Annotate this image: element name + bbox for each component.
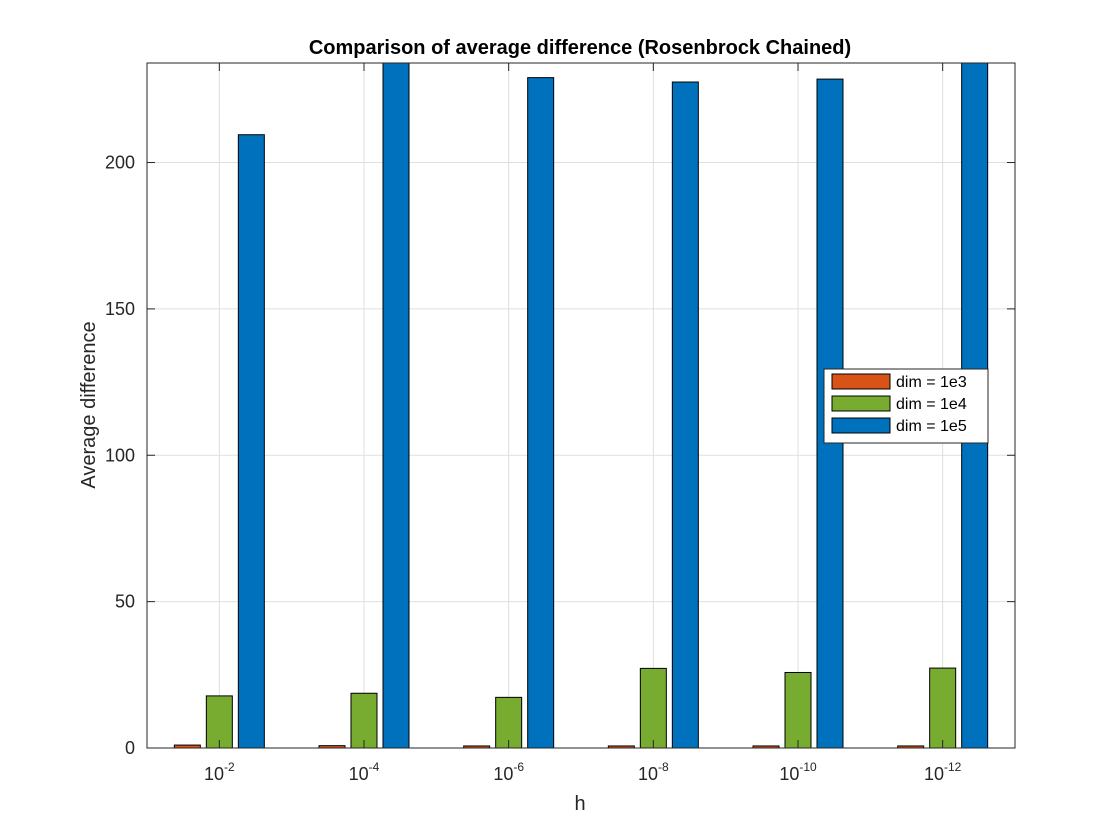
bar-dim-1e4 xyxy=(350,692,378,749)
x-tick-base: 10 xyxy=(779,764,799,784)
x-axis-label: h xyxy=(574,793,585,815)
y-tick-label: 200 xyxy=(105,153,135,173)
legend: dim = 1e3 dim = 1e4 dim = 1e5 xyxy=(823,368,989,444)
x-tick-base: 10 xyxy=(924,764,944,784)
axes-box xyxy=(146,62,1016,749)
bar-dim-1e4 xyxy=(929,667,957,749)
x-tick-label: 10-8 xyxy=(638,760,669,784)
legend-entry: dim = 1e3 xyxy=(896,374,967,391)
legend-entry: dim = 1e5 xyxy=(896,418,967,435)
x-tick-exponent: -10 xyxy=(799,760,817,774)
bar-dim-1e4 xyxy=(639,667,667,749)
bar-dim-1e4 xyxy=(495,696,523,749)
y-tick-label: 0 xyxy=(125,738,135,758)
x-tick-exponent: -8 xyxy=(658,760,669,774)
bar-dim-1e5 xyxy=(671,81,699,749)
x-tick-base: 10 xyxy=(204,764,224,784)
bars xyxy=(173,62,989,749)
bar-dim-1e5 xyxy=(382,62,410,749)
x-tick-base: 10 xyxy=(638,764,658,784)
x-tick-exponent: -2 xyxy=(224,760,235,774)
x-tick-base: 10 xyxy=(349,764,369,784)
chart-title: Comparison of average difference (Rosenb… xyxy=(309,37,851,59)
y-tick-label: 100 xyxy=(105,445,135,465)
x-tick-exponent: -4 xyxy=(369,760,380,774)
legend-swatch xyxy=(831,373,891,390)
x-tick-label: 10-4 xyxy=(349,760,380,784)
legend-swatch xyxy=(831,417,891,434)
bar-dim-1e5 xyxy=(527,77,555,749)
x-tick-label: 10-10 xyxy=(779,760,817,784)
x-tick-label: 10-6 xyxy=(493,760,524,784)
y-tick-label: 150 xyxy=(105,299,135,319)
legend-swatch xyxy=(831,395,891,412)
y-tick-label: 50 xyxy=(115,592,135,612)
x-tick-exponent: -12 xyxy=(944,760,962,774)
y-axis-label: Average difference xyxy=(78,321,100,488)
bar-dim-1e5 xyxy=(237,134,265,749)
legend-entry: dim = 1e4 xyxy=(896,396,967,413)
x-tick-label: 10-2 xyxy=(204,760,235,784)
x-tick-base: 10 xyxy=(493,764,513,784)
x-tick-label: 10-12 xyxy=(924,760,962,784)
x-tick-exponent: -6 xyxy=(513,760,524,774)
bar-dim-1e4 xyxy=(784,671,812,749)
